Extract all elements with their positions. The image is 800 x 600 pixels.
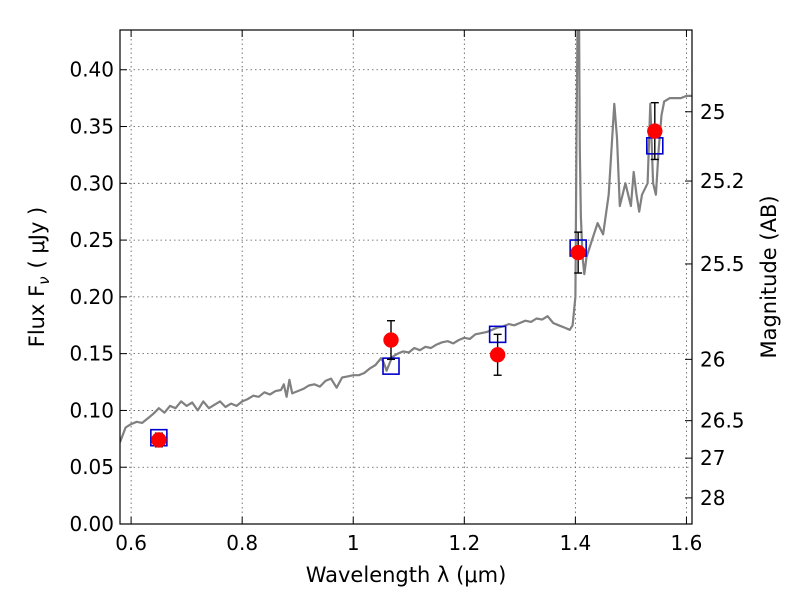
y-tick-label: 0.15	[69, 342, 114, 366]
y2-tick-label: 25.5	[700, 252, 745, 276]
y-axis-title-subscript: ν	[35, 276, 53, 284]
x-tick-label: 1.2	[448, 531, 480, 555]
y2-tick-label: 26.5	[700, 409, 745, 433]
y-tick-label: 0.05	[69, 455, 114, 479]
y2-axis-title: Magnitude (AB)	[757, 195, 781, 358]
plot-frame	[119, 29, 693, 525]
y2-tick-label: 28	[700, 486, 725, 510]
y-tick-label: 0.25	[69, 228, 114, 252]
y-tick-label: 0.40	[69, 58, 114, 82]
y2-tick-label: 25	[700, 100, 725, 124]
y2-tick-label: 26	[700, 347, 725, 371]
x-tick-label: 0.8	[226, 531, 258, 555]
x-tick-label: 0.6	[115, 531, 147, 555]
y-tick-label: 0.00	[69, 512, 114, 536]
model-sed-line	[120, 30, 692, 443]
observed-photometry-point	[151, 432, 167, 448]
y2-tick-label: 25.2	[700, 169, 745, 193]
observed-photometry-point	[383, 332, 399, 348]
svg-text:Flux Fν( μJy ): Flux Fν ( μJy )	[25, 207, 53, 348]
plot-area	[120, 30, 692, 448]
x-tick-label: 1.4	[559, 531, 591, 555]
plot-background	[120, 30, 692, 524]
y-tick-label: 0.35	[69, 115, 114, 139]
x-tick-label: 1	[347, 531, 360, 555]
axis-ticks: 0.6 0.8 1 1.2 1.4 1.6 0.00 0.05 0.10 0.15 0.20 0.25…	[69, 30, 745, 555]
y-axis-title: Flux Fν ( μJy )	[25, 207, 53, 348]
x-tick-label: 1.6	[671, 531, 703, 555]
observed-photometry-point	[570, 244, 586, 261]
observed-photometry-point	[647, 123, 663, 139]
y-tick-label: 0.30	[69, 171, 114, 195]
y2-tick-label: 27	[700, 446, 725, 470]
y-tick-label: 0.10	[69, 398, 114, 422]
y-axis-title-unit: ( μJy )	[25, 207, 49, 269]
y-axis-title-main: Flux F	[25, 285, 49, 347]
x-axis-title: Wavelength λ (μm)	[306, 563, 507, 587]
y-tick-label: 0.20	[69, 285, 114, 309]
observed-photometry-point	[489, 347, 506, 363]
